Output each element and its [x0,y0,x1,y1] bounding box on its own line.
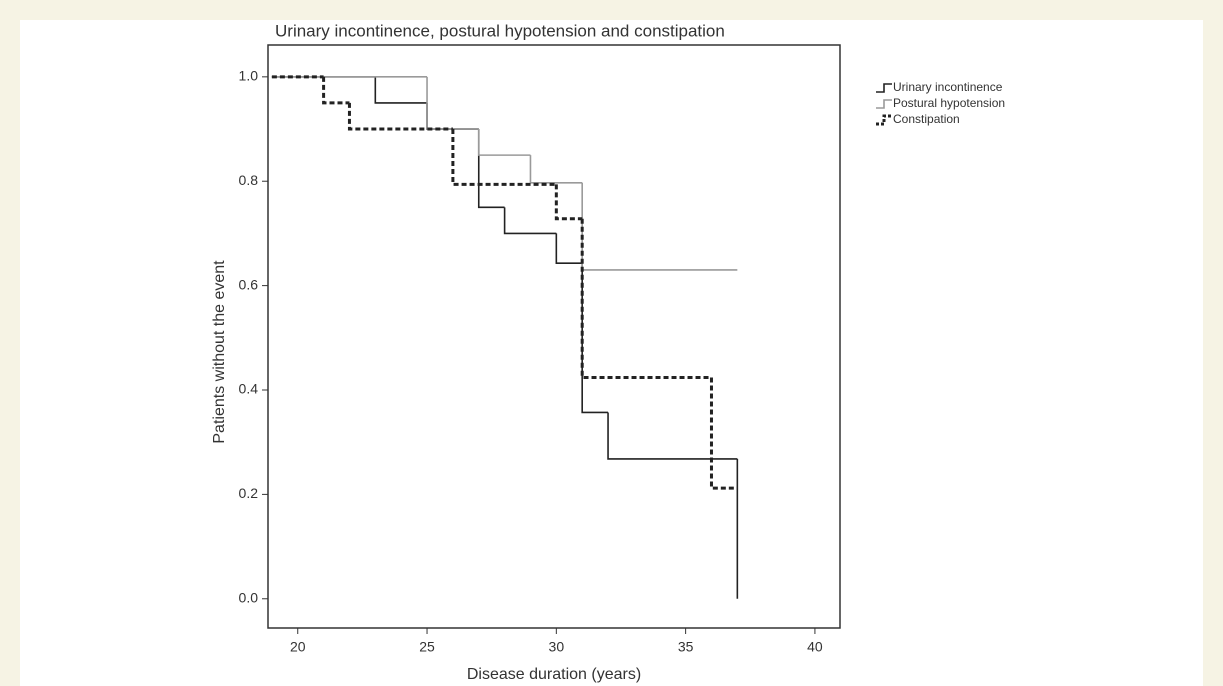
y-tick-label: 1.0 [239,68,259,84]
x-tick-label: 25 [419,639,435,655]
x-tick-label: 35 [678,639,694,655]
survival-step [555,233,583,264]
y-tick-label: 0.2 [239,485,259,501]
survival-step [709,377,738,490]
x-tick-label: 20 [290,639,306,655]
y-tick-label: 0.6 [239,276,259,292]
survival-step [451,129,557,186]
y-tick-label: 0.4 [239,381,259,397]
survival-step [426,76,479,130]
y-tick-label: 0.0 [239,589,259,605]
x-tick-label: 30 [549,639,565,655]
survival-step [322,76,350,105]
survival-step [347,102,453,131]
y-axis-label: Patients without the event [211,260,228,444]
survival-step [554,184,583,221]
survival-step [580,218,712,379]
legend-label: Urinary incontinence [893,80,1003,94]
survival-step [374,76,428,104]
legend-swatch [876,83,892,93]
survival-step [503,207,557,235]
y-tick-label: 0.8 [239,172,259,188]
legend-label: Postural hypotension [893,96,1005,110]
legend-swatch [876,99,892,109]
chart-title: Urinary incontinence, postural hypotensi… [275,21,725,40]
survival-step [581,263,609,414]
legend-swatch [876,114,892,126]
x-axis-label: Disease duration (years) [467,666,641,683]
x-tick-label: 40 [807,639,823,655]
legend-label: Constipation [893,112,960,126]
survival-step [529,155,583,184]
survival-step [477,129,531,156]
survival-step [607,412,738,460]
plot-frame [267,44,841,629]
panel [20,20,1203,686]
